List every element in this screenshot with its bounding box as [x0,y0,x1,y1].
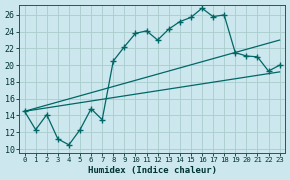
X-axis label: Humidex (Indice chaleur): Humidex (Indice chaleur) [88,166,217,175]
